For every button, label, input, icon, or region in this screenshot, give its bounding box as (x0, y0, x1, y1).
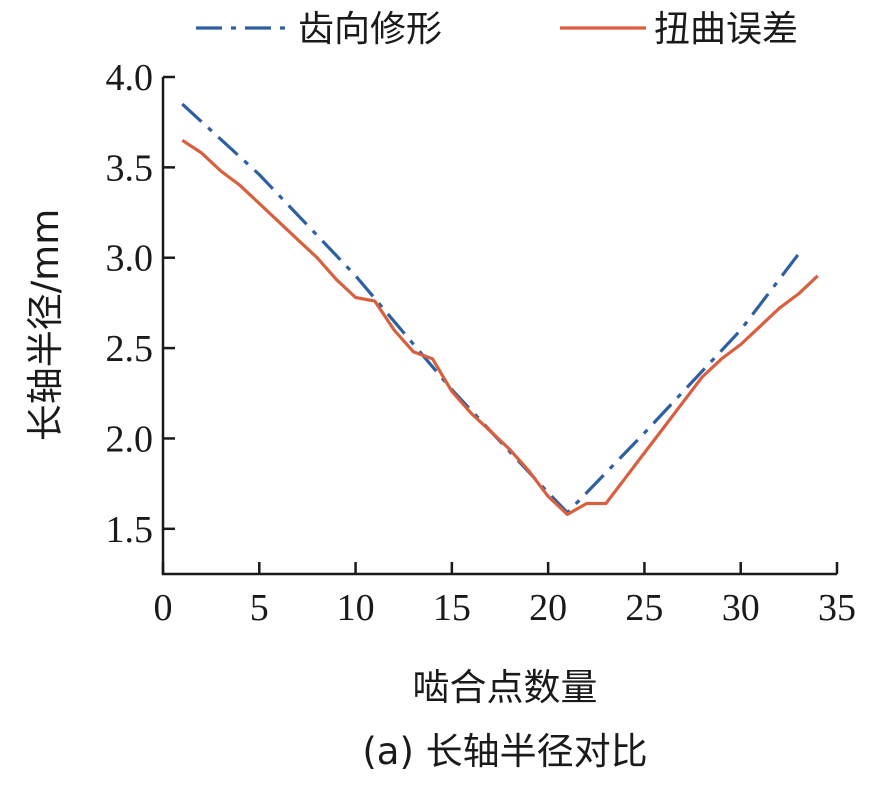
legend-label-tooth-modification: 齿向修形 (298, 9, 442, 50)
y-tick-label: 3.5 (106, 147, 154, 189)
legend-label-twist-error: 扭曲误差 (654, 9, 798, 50)
x-tick-label: 30 (722, 587, 760, 629)
y-tick-label: 2.0 (106, 418, 154, 460)
x-tick-label: 15 (433, 587, 471, 629)
x-tick-label: 25 (625, 587, 663, 629)
x-axis-title: 啮合点数量 (413, 666, 598, 709)
x-ticks: 0 5 10 15 20 25 30 35 (154, 562, 856, 629)
x-tick-label: 20 (529, 587, 567, 629)
y-tick-label: 3.0 (106, 238, 154, 280)
axes (161, 77, 837, 576)
y-tick-label: 4.0 (106, 57, 154, 99)
y-tick-label: 2.5 (106, 328, 154, 370)
series-line-twist-error (181, 138, 819, 517)
x-tick-label: 35 (818, 587, 856, 629)
plot-area (181, 102, 819, 517)
y-axis-title: 长轴半径/mm (24, 209, 67, 442)
legend: 齿向修形 扭曲误差 (196, 9, 798, 50)
y-tick-label: 1.5 (106, 509, 154, 551)
x-tick-label: 10 (337, 587, 375, 629)
x-tick-label: 0 (154, 587, 173, 629)
series-line-tooth-modification (181, 102, 800, 515)
figure-caption: (a) 长轴半径对比 (362, 730, 647, 773)
x-tick-label: 5 (250, 587, 269, 629)
y-ticks: 1.5 2.0 2.5 3.0 3.5 4.0 (106, 57, 175, 551)
